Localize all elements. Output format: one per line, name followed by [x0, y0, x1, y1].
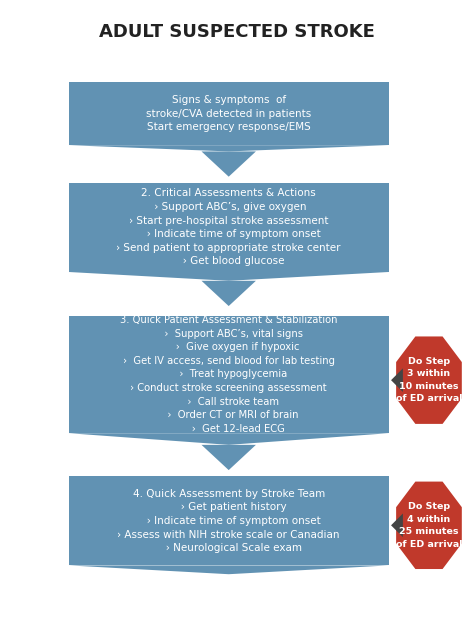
- Polygon shape: [69, 565, 389, 574]
- Polygon shape: [201, 151, 256, 177]
- FancyBboxPatch shape: [69, 316, 389, 433]
- FancyBboxPatch shape: [69, 183, 389, 272]
- Polygon shape: [396, 481, 462, 569]
- Text: Do Step
4 within
25 minutes
of ED arrival: Do Step 4 within 25 minutes of ED arriva…: [396, 502, 462, 548]
- Polygon shape: [201, 445, 256, 470]
- Text: 2. Critical Assessments & Actions
 › Support ABC’s, give oxygen
› Start pre-hosp: 2. Critical Assessments & Actions › Supp…: [117, 189, 341, 266]
- Text: ADULT SUSPECTED STROKE: ADULT SUSPECTED STROKE: [99, 23, 375, 40]
- Text: 3. Quick Patient Assessment & Stabilization
   ›  Support ABC’s, vital signs
   : 3. Quick Patient Assessment & Stabilizat…: [120, 315, 337, 433]
- Polygon shape: [69, 145, 389, 151]
- FancyBboxPatch shape: [69, 476, 389, 565]
- Polygon shape: [201, 281, 256, 306]
- Polygon shape: [69, 272, 389, 281]
- FancyBboxPatch shape: [69, 82, 389, 145]
- Polygon shape: [391, 369, 403, 392]
- Text: Signs & symptoms  of
stroke/CVA detected in patients
Start emergency response/EM: Signs & symptoms of stroke/CVA detected …: [146, 95, 311, 133]
- Text: Do Step
3 within
10 minutes
of ED arrival: Do Step 3 within 10 minutes of ED arriva…: [396, 357, 462, 403]
- Polygon shape: [396, 336, 462, 424]
- Text: 4. Quick Assessment by Stroke Team
   › Get patient history
   › Indicate time o: 4. Quick Assessment by Stroke Team › Get…: [118, 488, 340, 553]
- Polygon shape: [391, 514, 403, 537]
- Polygon shape: [69, 433, 389, 445]
